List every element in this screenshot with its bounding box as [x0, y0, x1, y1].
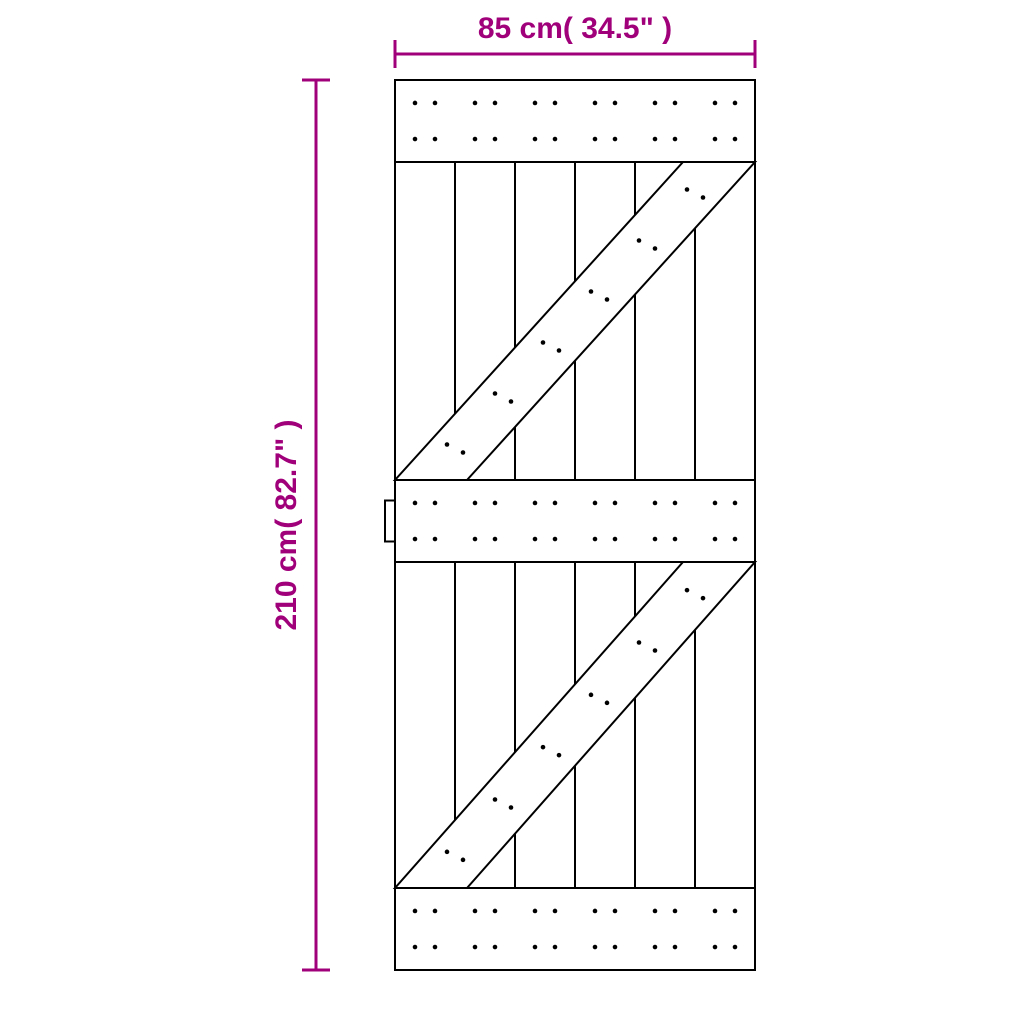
- height-label: 210 cm( 82.7" ): [270, 419, 303, 630]
- width-label: 85 cm( 34.5" ): [478, 12, 672, 45]
